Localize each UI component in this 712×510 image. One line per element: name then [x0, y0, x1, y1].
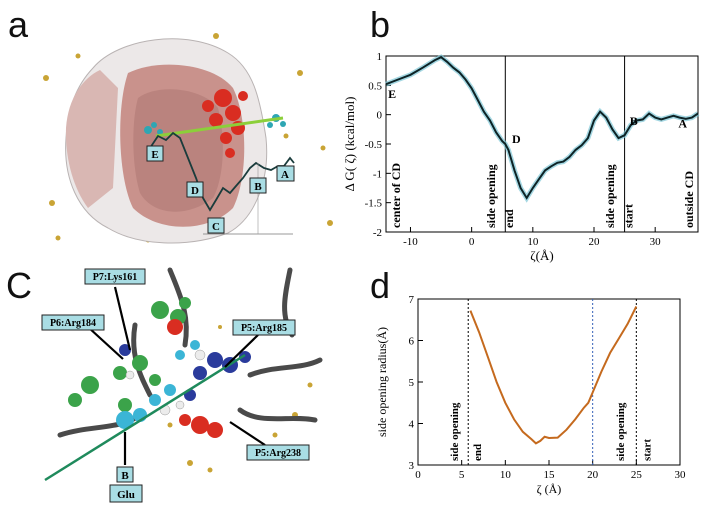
- vertical-annotation: start: [622, 204, 636, 228]
- x-tick-label: 5: [459, 469, 465, 481]
- vertical-annotation: side opening: [484, 164, 498, 228]
- point-label: A: [678, 117, 687, 131]
- panel-a-structure: E D C B A: [43, 33, 333, 244]
- marker-b: B: [254, 181, 262, 193]
- x-tick-label: 20: [587, 469, 599, 481]
- callout-glu: Glu: [117, 489, 135, 501]
- x-tick-label: 10: [500, 469, 512, 481]
- protein-cavity-shade: [133, 89, 223, 212]
- callout-p5-arg185: P5:Arg185: [241, 323, 287, 334]
- panel-b-free-energy-chart: -10 0 10 20 30 1 0.5 0 -0.5 -1 -1.5 -2 ζ(Å) Δ G( ζ) (…: [342, 51, 700, 263]
- callout-p7-lys161: P7:Lys161: [93, 272, 137, 283]
- y-tick-label: -1: [373, 168, 382, 180]
- x-tick-label: 20: [589, 236, 601, 248]
- series-line-glow: [385, 54, 700, 203]
- y-tick-label: 7: [409, 294, 415, 306]
- callout-p5-arg238: P5:Arg238: [255, 448, 301, 459]
- y-tick-label: 0.5: [368, 80, 382, 92]
- x-tick-label: 15: [544, 469, 556, 481]
- series-line: [469, 306, 638, 445]
- y-tick-label: 4: [409, 419, 415, 431]
- callout-b: B: [121, 470, 129, 482]
- x-axis-label: ζ(Å): [530, 248, 553, 263]
- y-tick-label: -0.5: [365, 139, 383, 151]
- y-tick-label: -2: [373, 227, 382, 239]
- y-tick-label: 1: [377, 51, 383, 63]
- y-axis-label: Δ G( ζ) (kcal/mol): [342, 97, 357, 192]
- panel-label-c: C: [6, 265, 32, 306]
- backbone-ribbons: [57, 267, 323, 438]
- vertical-annotation: end: [502, 209, 516, 228]
- point-label: B: [630, 114, 638, 128]
- series-line: [385, 56, 699, 200]
- y-tick-label: 3: [409, 460, 415, 472]
- callout-arrows: [87, 286, 266, 465]
- y-tick-label: 0: [377, 110, 383, 122]
- structure-markers: E D C B A: [146, 145, 295, 234]
- marker-c: C: [212, 221, 220, 233]
- vertical-annotation: side opening: [603, 164, 617, 228]
- plot-frame: [385, 55, 699, 233]
- callouts: P7:Lys161 P6:Arg184 P5:Arg185 P5:Arg238 …: [41, 268, 310, 503]
- panel-label-a: a: [8, 4, 29, 45]
- panel-label-d: d: [370, 265, 391, 306]
- x-tick-label: 30: [675, 469, 687, 481]
- panel-c-binding-site: P7:Lys161 P6:Arg184 P5:Arg185 P5:Arg238 …: [41, 267, 323, 503]
- panel-d-radius-chart: 0 5 10 15 20 25 30 3 4 5 6 7 ζ (Å) side opening radiu…: [375, 294, 687, 496]
- x-axis-label: ζ (Å): [537, 482, 562, 496]
- vertical-annotation: outside CD: [682, 171, 696, 228]
- x-tick-label: 25: [631, 469, 643, 481]
- vertical-annotation: end: [472, 444, 484, 461]
- vertical-annotation: start: [641, 439, 653, 461]
- protein-left-lobe: [65, 70, 118, 208]
- x-tick-label: 0: [469, 236, 475, 248]
- marker-e: E: [151, 149, 158, 161]
- x-tick-label: 30: [650, 236, 662, 248]
- marker-a: A: [281, 169, 289, 181]
- y-tick-label: 5: [409, 377, 415, 389]
- y-tick-label: -1.5: [365, 198, 383, 210]
- y-axis-label: side opening radius(Å): [375, 327, 389, 437]
- reaction-axis-c: [44, 353, 246, 482]
- vertical-annotation: side opening: [615, 402, 627, 461]
- panel-label-b: b: [370, 4, 391, 45]
- x-tick-label: 0: [415, 469, 421, 481]
- x-tick-label: -10: [403, 236, 418, 248]
- vertical-annotation: side opening: [449, 402, 461, 461]
- x-tick-label: 10: [527, 236, 539, 248]
- marker-d: D: [191, 185, 199, 197]
- red-residues: [167, 319, 223, 438]
- free-energy-trace: [149, 131, 295, 212]
- point-label: D: [512, 132, 521, 146]
- reaction-axis: [155, 116, 284, 138]
- point-label: E: [388, 87, 396, 101]
- y-tick-label: 6: [409, 336, 415, 348]
- callout-p6-arg184: P6:Arg184: [50, 318, 96, 329]
- vertical-annotation: center of CD: [389, 163, 403, 228]
- red-ligand-cluster: [202, 89, 248, 158]
